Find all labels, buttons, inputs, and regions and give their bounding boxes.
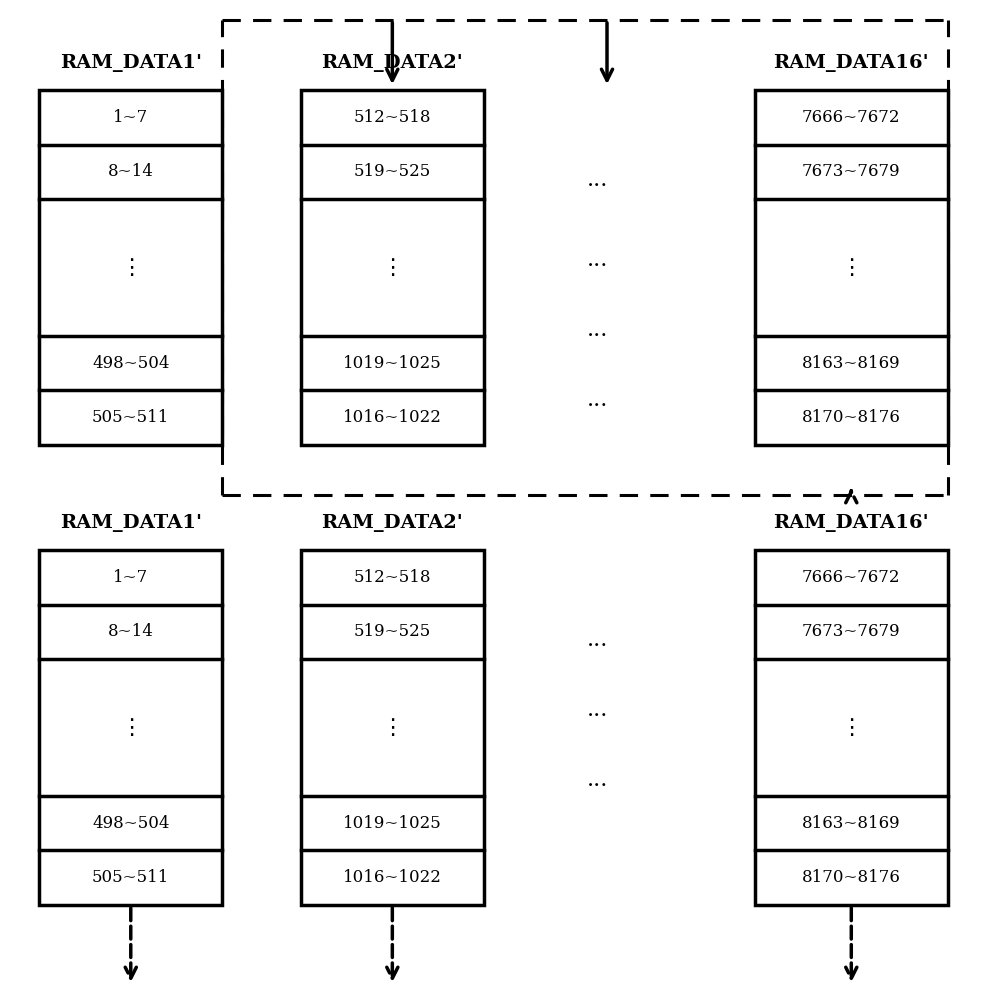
Text: 7666~7672: 7666~7672 [802, 569, 899, 586]
Text: 1016~1022: 1016~1022 [342, 409, 442, 426]
Text: RAM_DATA1': RAM_DATA1' [60, 514, 201, 532]
Text: 8170~8176: 8170~8176 [801, 409, 900, 426]
Text: RAM_DATA16': RAM_DATA16' [773, 514, 928, 532]
Text: 498~504: 498~504 [92, 355, 170, 372]
Text: ...: ... [586, 389, 607, 411]
Bar [39, 90, 222, 445]
Text: 1019~1025: 1019~1025 [342, 355, 442, 372]
Text: 8~14: 8~14 [107, 623, 154, 640]
Text: ...: ... [586, 169, 607, 191]
Text: 498~504: 498~504 [92, 815, 170, 832]
Text: 8163~8169: 8163~8169 [802, 815, 899, 832]
Text: ⋮: ⋮ [119, 258, 142, 278]
Text: 1~7: 1~7 [113, 569, 148, 586]
Text: 7673~7679: 7673~7679 [802, 623, 899, 640]
Text: 519~525: 519~525 [353, 163, 431, 180]
Text: 519~525: 519~525 [353, 623, 431, 640]
Text: ⋮: ⋮ [839, 258, 862, 278]
Text: 1016~1022: 1016~1022 [342, 869, 442, 886]
Text: 1~7: 1~7 [113, 109, 148, 126]
Text: RAM_DATA1': RAM_DATA1' [60, 54, 201, 72]
Bar [754, 550, 947, 905]
Text: 8170~8176: 8170~8176 [801, 869, 900, 886]
Text: 512~518: 512~518 [353, 109, 431, 126]
Text: ⋮: ⋮ [381, 718, 403, 738]
Bar [39, 550, 222, 905]
Text: 8163~8169: 8163~8169 [802, 355, 899, 372]
Text: RAM_DATA16': RAM_DATA16' [773, 54, 928, 72]
Text: 505~511: 505~511 [92, 409, 170, 426]
Text: ...: ... [586, 319, 607, 341]
Text: 8~14: 8~14 [107, 163, 154, 180]
Text: ⋮: ⋮ [381, 258, 403, 278]
Text: RAM_DATA2': RAM_DATA2' [321, 54, 462, 72]
Text: ...: ... [586, 769, 607, 791]
Text: ...: ... [586, 249, 607, 271]
Text: ...: ... [586, 629, 607, 651]
Bar [301, 550, 483, 905]
Bar [301, 90, 483, 445]
Text: ⋮: ⋮ [839, 718, 862, 738]
Text: 7673~7679: 7673~7679 [802, 163, 899, 180]
Bar [754, 90, 947, 445]
Text: ...: ... [586, 699, 607, 721]
Text: 512~518: 512~518 [353, 569, 431, 586]
Text: RAM_DATA2': RAM_DATA2' [321, 514, 462, 532]
Text: 505~511: 505~511 [92, 869, 170, 886]
Text: 1019~1025: 1019~1025 [342, 815, 442, 832]
Text: 7666~7672: 7666~7672 [802, 109, 899, 126]
Text: ⋮: ⋮ [119, 718, 142, 738]
